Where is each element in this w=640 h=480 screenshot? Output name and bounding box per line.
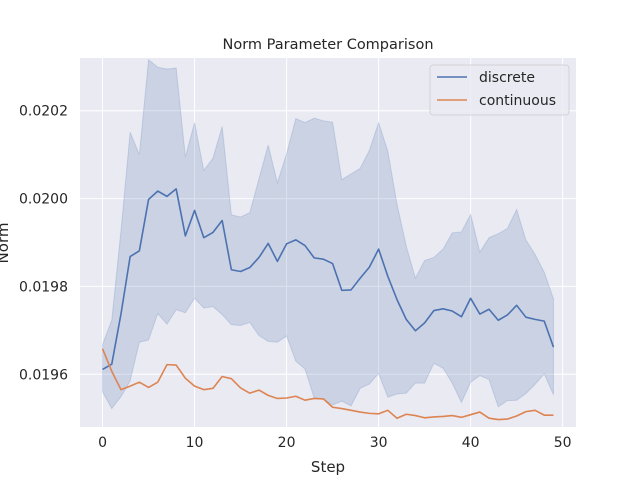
confidence-bands — [102, 58, 554, 410]
x-tick-label: 30 — [370, 435, 388, 451]
chart-title: Norm Parameter Comparison — [222, 37, 433, 53]
series-lines — [101, 188, 555, 421]
x-axis-label: Step — [311, 458, 345, 476]
y-tick-label: 0.0200 — [19, 192, 68, 208]
legend-label-discrete: discrete — [479, 70, 535, 86]
x-tick-label: 50 — [554, 435, 572, 451]
discrete-band — [102, 58, 554, 410]
legend: discrete continuous — [429, 64, 570, 116]
y-tick-label: 0.0196 — [19, 367, 68, 383]
continuous-line — [101, 348, 554, 421]
discrete-line — [102, 188, 555, 371]
x-tick-label: 20 — [278, 435, 296, 451]
x-tick-label: 40 — [462, 435, 480, 451]
legend-label-continuous: continuous — [479, 93, 556, 109]
tick-labels: 0 10 20 30 40 50 0.0196 0.0198 0.0200 0.0202 — [19, 104, 572, 451]
y-axis-label: Norm — [0, 223, 12, 264]
x-tick-label: 0 — [98, 435, 107, 451]
y-tick-label: 0.0198 — [19, 279, 68, 295]
plot-background — [80, 58, 576, 427]
y-tick-label: 0.0202 — [19, 104, 68, 120]
x-tick-label: 10 — [186, 435, 204, 451]
